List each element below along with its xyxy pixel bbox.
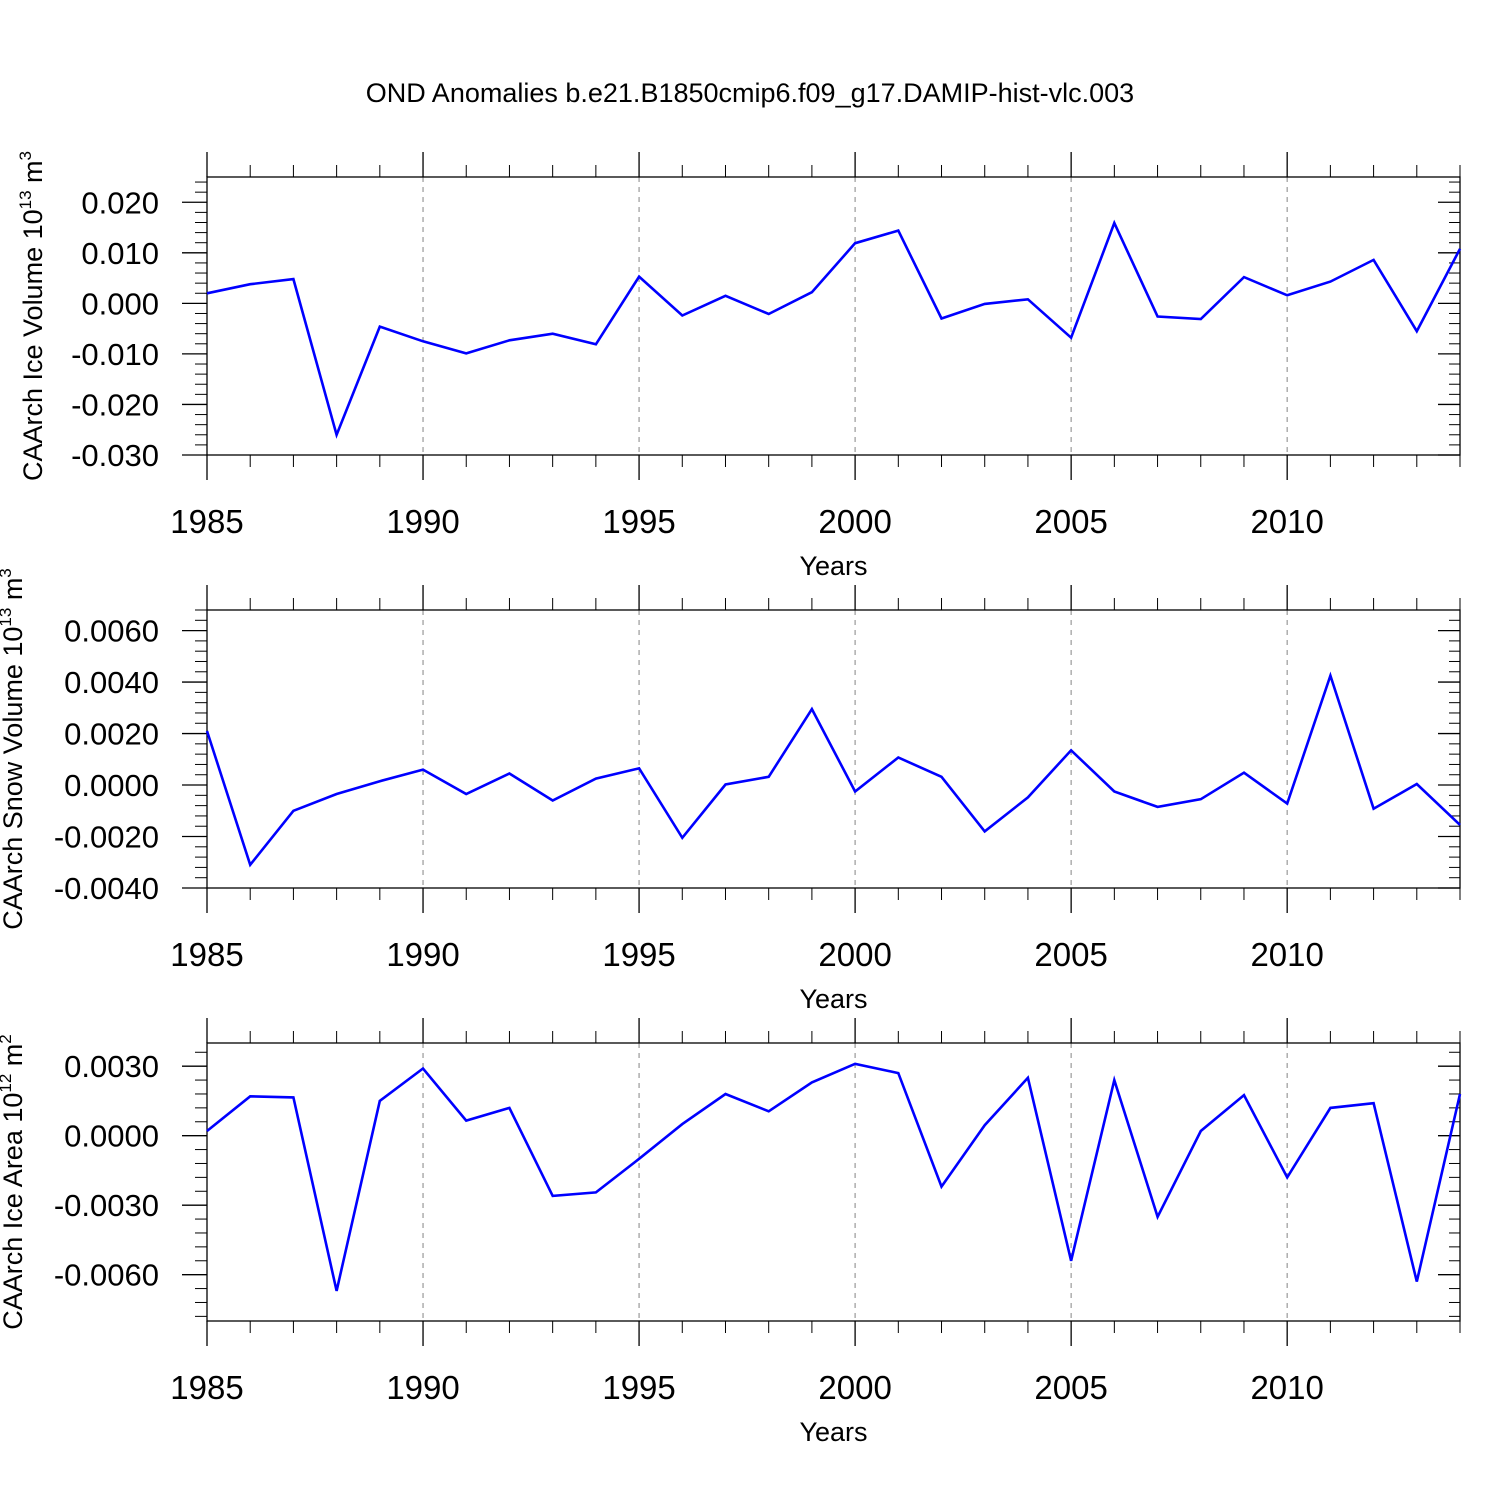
plot-frame — [206, 176, 1461, 456]
y-tick-label: -0.0040 — [54, 871, 159, 906]
y-tick-label: -0.010 — [71, 337, 159, 372]
y-tick-label: -0.020 — [71, 387, 159, 422]
x-tick-label: 2000 — [818, 503, 891, 540]
x-tick-label: 1990 — [386, 503, 459, 540]
series-line — [205, 671, 1461, 868]
y-tick-label: 0.0040 — [64, 665, 159, 700]
y-axis-label: CAArch Ice Area 1012 m2 — [0, 1034, 28, 1330]
y-tick-label: 0.0030 — [64, 1049, 159, 1084]
y-tick-label: -0.0060 — [54, 1258, 159, 1293]
x-tick-label: 2010 — [1250, 936, 1323, 973]
x-axis-label: Years — [799, 1417, 867, 1447]
x-tick-label: 2010 — [1250, 503, 1323, 540]
figure-title: OND Anomalies b.e21.B1850cmip6.f09_g17.D… — [365, 78, 1135, 108]
series-line — [206, 219, 1462, 439]
panel-1: 1985 1990 1995 2000 2005 2010 -0.030 -0.020 -0.0… — [16, 151, 1462, 581]
x-axis-label: Years — [799, 551, 867, 581]
x-tick-label: 1990 — [386, 936, 459, 973]
y-tick-label: 0.0060 — [64, 614, 159, 649]
x-tick-label: 1995 — [602, 1369, 675, 1406]
x-tick-label: 2005 — [1034, 936, 1107, 973]
y-tick-label: 0.020 — [81, 185, 159, 220]
y-tick-label: -0.030 — [71, 438, 159, 473]
series-line — [206, 1062, 1462, 1292]
y-tick-label: 0.000 — [81, 286, 159, 321]
y-tick-label: -0.0020 — [54, 820, 159, 855]
y-axis-label: CAArch Ice Volume 1013 m3 — [16, 151, 48, 481]
x-axis-label: Years — [799, 984, 867, 1014]
y-tick-label: 0.010 — [81, 236, 159, 271]
y-tick-label: -0.0030 — [54, 1188, 159, 1223]
x-tick-label: 2000 — [818, 1369, 891, 1406]
panel-2: 1985 1990 1995 2000 2005 2010 -0.0040 -0.0020 0.… — [0, 568, 1461, 1014]
x-tick-label: 1985 — [170, 503, 243, 540]
y-tick-label: 0.0000 — [64, 768, 159, 803]
x-tick-label: 2000 — [818, 936, 891, 973]
x-tick-label: 2010 — [1250, 1369, 1323, 1406]
x-tick-label: 1985 — [170, 1369, 243, 1406]
plot-frame — [206, 609, 1461, 889]
y-axis-label: CAArch Snow Volume 1013 m3 — [0, 568, 28, 930]
x-tick-label: 1995 — [602, 503, 675, 540]
panel-3: 1985 1990 1995 2000 2005 2010 -0.0060 -0.0030 0.… — [0, 1018, 1462, 1447]
plot-frame — [206, 1042, 1461, 1322]
x-tick-label: 1990 — [386, 1369, 459, 1406]
y-tick-label: 0.0000 — [64, 1119, 159, 1154]
x-tick-label: 2005 — [1034, 503, 1107, 540]
x-tick-label: 2005 — [1034, 1369, 1107, 1406]
x-tick-label: 1985 — [170, 936, 243, 973]
x-tick-label: 1995 — [602, 936, 675, 973]
y-tick-label: 0.0020 — [64, 717, 159, 752]
